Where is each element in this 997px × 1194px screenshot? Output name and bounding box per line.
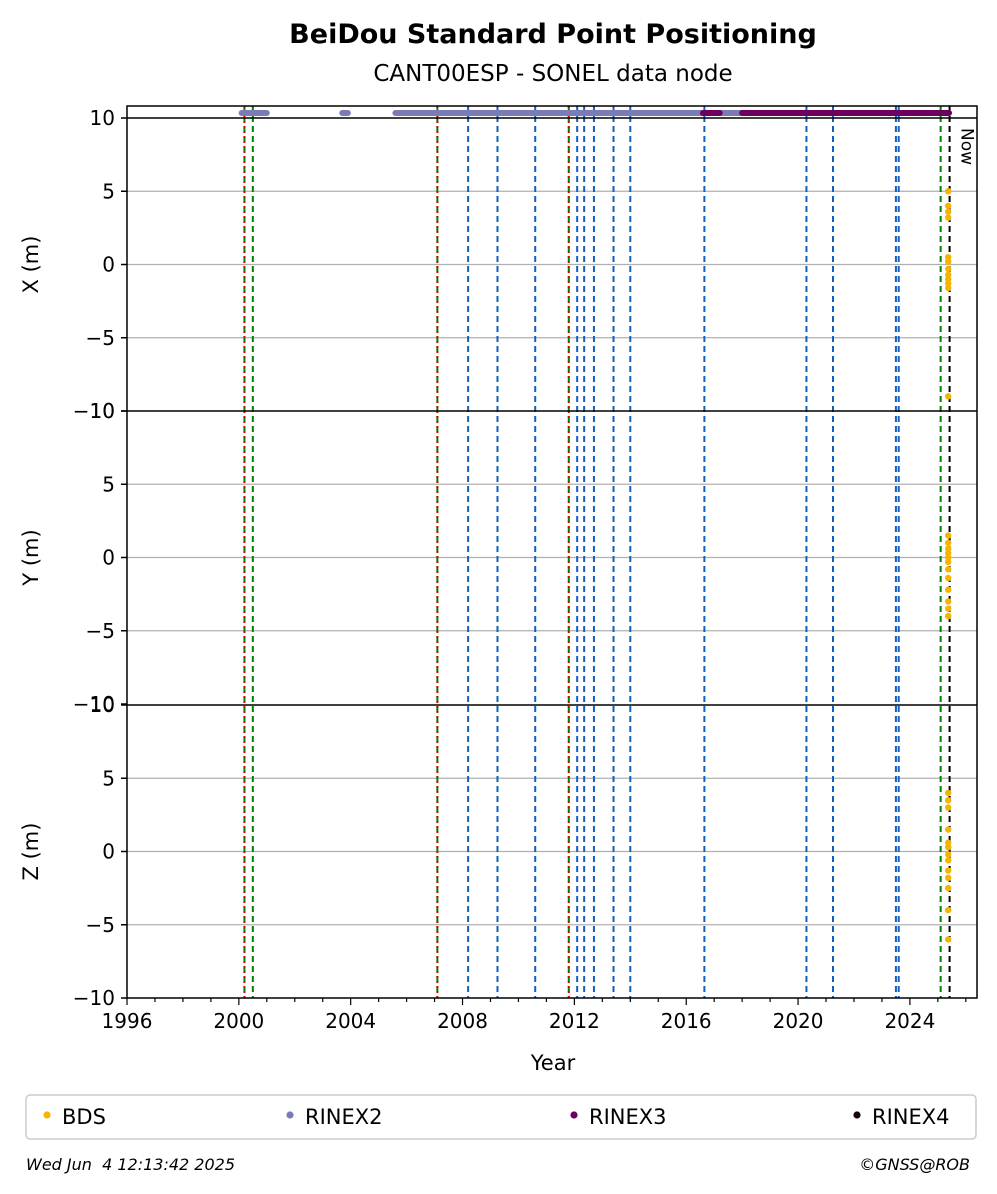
bds-point-y-0: [945, 532, 952, 539]
y-axis-label-y: Y (m): [19, 529, 43, 586]
bds-point-x-7: [945, 271, 952, 278]
ytick-label-y--5: −5: [86, 619, 115, 643]
legend-label-rinex3: RINEX3: [589, 1105, 667, 1129]
bds-point-y-7: [945, 574, 952, 582]
ytick-label-z-0: 0: [102, 840, 115, 864]
bds-point-z-11: [945, 906, 952, 914]
bds-point-z-2: [945, 804, 952, 811]
xtick-label-2016: 2016: [661, 1009, 712, 1033]
plot-frame: [126, 105, 978, 999]
bds-point-y-10: [945, 605, 952, 612]
footer-credit: ©GNSS@ROB: [859, 1155, 970, 1174]
legend-label-rinex2: RINEX2: [305, 1105, 383, 1129]
bds-point-z-6: [945, 851, 952, 858]
bds-point-x-4: [945, 253, 952, 261]
bds-point-x-9: [945, 280, 952, 287]
xtick-label-2008: 2008: [437, 1009, 488, 1033]
chart-title: BeiDou Standard Point Positioning: [289, 19, 817, 50]
xtick-label-1996: 1996: [102, 1009, 153, 1033]
legend-marker-bds: [43, 1111, 51, 1119]
xtick-label-2012: 2012: [549, 1009, 600, 1033]
bds-point-y-2: [945, 545, 952, 552]
y-axis-label-x: X (m): [19, 236, 43, 294]
x-axis-label: Year: [530, 1051, 576, 1075]
bds-point-x-11: [945, 393, 952, 400]
bds-point-y-4: [945, 554, 952, 561]
bds-point-y-6: [945, 566, 952, 573]
bds-point-y-3: [945, 549, 952, 557]
bds-point-z-5: [945, 843, 952, 851]
ytick-label-y-10: 10: [90, 399, 115, 423]
bds-point-z-12: [945, 936, 952, 943]
xtick-label-2024: 2024: [884, 1009, 935, 1033]
y-axis-label-z: Z (m): [19, 823, 43, 881]
ytick-label-z-5: 5: [102, 766, 115, 790]
bds-point-y-1: [945, 539, 952, 547]
legend-marker-rinex3: [570, 1111, 578, 1119]
ytick-label-y-0: 0: [102, 546, 115, 570]
bds-point-x-6: [945, 265, 952, 273]
chart-subtitle: CANT00ESP - SONEL data node: [373, 61, 732, 87]
footer-timestamp: Wed Jun 4 12:13:42 2025: [26, 1155, 235, 1174]
xtick-label-2004: 2004: [325, 1009, 376, 1033]
xtick-label-2000: 2000: [213, 1009, 264, 1033]
ytick-label-x-0: 0: [102, 253, 115, 277]
legend-frame: [25, 1094, 977, 1140]
bds-point-z-10: [945, 884, 952, 892]
ytick-label-x-10: 10: [90, 106, 115, 130]
ytick-label-x--5: −5: [86, 326, 115, 350]
bds-point-z-3: [945, 826, 952, 833]
bds-point-x-10: [945, 284, 952, 292]
bds-point-x-1: [945, 202, 952, 210]
ytick-label-z-10: 10: [90, 693, 115, 717]
legend-label-rinex4: RINEX4: [872, 1105, 950, 1129]
bds-point-z-8: [945, 867, 952, 874]
bds-point-x-5: [945, 258, 952, 265]
bds-point-z-1: [945, 797, 952, 804]
bds-point-z-0: [945, 789, 952, 797]
bds-point-x-3: [945, 214, 952, 221]
bds-point-z-4: [945, 839, 952, 846]
bds-point-z-7: [945, 857, 952, 864]
bds-point-y-8: [945, 586, 952, 593]
ytick-label-y-5: 5: [102, 472, 115, 496]
ytick-label-z--5: −5: [86, 913, 115, 937]
ytick-label-x-5: 5: [102, 179, 115, 203]
bds-point-z-9: [945, 874, 952, 882]
legend-label-bds: BDS: [62, 1105, 106, 1129]
legend: BDS RINEX2 RINEX3 RINEX4: [25, 1094, 977, 1140]
legend-marker-rinex2: [286, 1111, 294, 1119]
plot-area: Now −10 −5 0 5 10 X (m) −10 −5 0 5 10 Y (m) −10 −5 0 5 10…: [19, 105, 978, 1033]
now-label: Now: [957, 128, 977, 165]
bds-point-y-5: [945, 558, 952, 566]
bds-point-x-8: [945, 275, 952, 283]
bds-point-x-0: [945, 188, 952, 195]
xtick-label-2020: 2020: [773, 1009, 824, 1033]
bds-point-y-9: [945, 598, 952, 605]
bds-point-y-11: [945, 612, 952, 620]
bds-point-x-2: [945, 208, 952, 215]
legend-marker-rinex4: [853, 1111, 861, 1119]
ytick-label-z--10: −10: [73, 986, 115, 1010]
ytick-label-y--10: −10: [73, 692, 115, 716]
ytick-label-x--10: −10: [73, 399, 115, 423]
